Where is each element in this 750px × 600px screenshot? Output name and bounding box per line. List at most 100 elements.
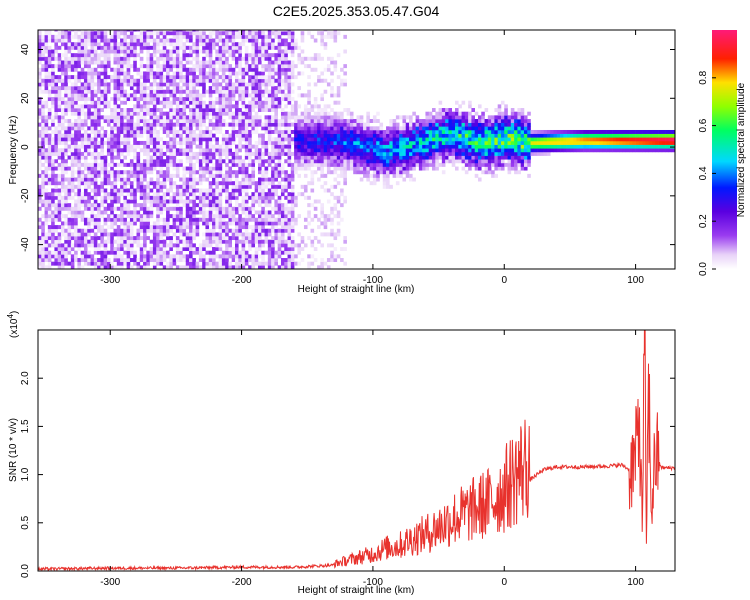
heatmap-cell	[97, 217, 101, 222]
heatmap-cell	[356, 126, 361, 131]
heatmap-cell	[235, 261, 239, 266]
heatmap-cell	[340, 119, 344, 123]
heatmap-cell	[97, 86, 101, 91]
heatmap-cell	[83, 177, 88, 182]
heatmap-cell	[261, 38, 265, 43]
heatmap-cell	[166, 214, 170, 219]
heatmap-cell	[156, 60, 160, 65]
heatmap-cell	[90, 67, 95, 72]
heatmap-cell	[143, 129, 147, 134]
heatmap-cell	[330, 217, 334, 222]
heatmap-cell	[205, 214, 210, 219]
heatmap-cell	[116, 265, 121, 269]
heatmap-cell	[67, 206, 72, 211]
heatmap-cell	[409, 166, 413, 171]
heatmap-cell	[271, 192, 275, 197]
heatmap-cell	[133, 64, 137, 69]
heatmap-cell	[244, 34, 249, 39]
heatmap-cell	[353, 170, 357, 175]
heatmap-cell	[156, 192, 160, 197]
heatmap-cell	[225, 232, 229, 237]
heatmap-cell	[57, 45, 62, 50]
heatmap-cell	[175, 30, 180, 32]
heatmap-cell	[221, 108, 226, 112]
heatmap-cell	[225, 177, 229, 182]
heatmap-cell	[366, 148, 370, 153]
heatmap-cell	[254, 258, 259, 262]
heatmap-cell	[51, 195, 55, 200]
heatmap-cell	[146, 151, 150, 156]
heatmap-cell	[310, 137, 315, 142]
heatmap-cell	[313, 199, 318, 204]
heatmap-cell	[149, 155, 154, 160]
heatmap-cell	[271, 258, 275, 262]
heatmap-cell	[218, 86, 223, 91]
heatmap-cell	[120, 126, 124, 131]
heatmap-cell	[215, 195, 219, 200]
heatmap-cell	[70, 162, 75, 167]
heatmap-cell	[123, 188, 127, 193]
heatmap-cell	[231, 206, 236, 211]
heatmap-cell	[113, 56, 118, 61]
heatmap-cell	[139, 45, 144, 50]
heatmap-cell	[215, 71, 219, 76]
heatmap-cell	[261, 261, 265, 266]
heatmap-cell	[330, 137, 334, 142]
heatmap-cell	[60, 177, 65, 182]
heatmap-cell	[248, 30, 252, 32]
heatmap-cell	[83, 49, 88, 54]
heatmap-cell	[280, 108, 285, 112]
heatmap-cell	[175, 239, 180, 244]
heatmap-cell	[267, 159, 272, 164]
heatmap-cell	[126, 144, 131, 149]
heatmap-cell	[152, 159, 157, 164]
heatmap-cell	[274, 236, 278, 241]
heatmap-cell	[412, 177, 416, 182]
heatmap-cell	[287, 258, 292, 262]
heatmap-cell	[159, 166, 164, 171]
heatmap-cell	[189, 254, 193, 259]
heatmap-cell	[41, 111, 45, 116]
heatmap-cell	[264, 159, 269, 164]
heatmap-cell	[149, 148, 154, 153]
heatmap-cell	[159, 181, 164, 186]
heatmap-cell	[97, 166, 101, 171]
heatmap-cell	[129, 236, 134, 241]
heatmap-cell	[238, 261, 242, 266]
heatmap-cell	[166, 122, 170, 127]
heatmap-cell	[251, 195, 256, 200]
heatmap-cell	[198, 67, 203, 72]
heatmap-cell	[67, 232, 72, 237]
heatmap-cell	[166, 228, 170, 233]
heatmap-cell	[386, 166, 390, 171]
heatmap-cell	[218, 38, 223, 43]
heatmap-cell	[317, 162, 321, 167]
heatmap-cell	[182, 247, 187, 252]
heatmap-cell	[87, 67, 91, 72]
heatmap-cell	[192, 247, 196, 252]
heatmap-cell	[280, 56, 285, 61]
heatmap-cell	[67, 45, 72, 50]
heatmap-cell	[264, 97, 269, 102]
heatmap-cell	[120, 173, 124, 178]
heatmap-cell	[51, 78, 55, 83]
heatmap-cell	[41, 232, 45, 237]
heatmap-cell	[277, 199, 282, 204]
heatmap-cell	[356, 137, 361, 142]
heatmap-cell	[169, 148, 173, 153]
heatmap-cell	[192, 64, 196, 69]
heatmap-cell	[189, 137, 193, 142]
heatmap-cell	[235, 108, 239, 112]
heatmap-cell	[280, 140, 285, 145]
heatmap-cell	[126, 151, 131, 156]
heatmap-cell	[212, 217, 216, 222]
heatmap-cell	[221, 53, 226, 58]
heatmap-cell	[290, 104, 295, 109]
heatmap-cell	[212, 64, 216, 69]
heatmap-cell	[143, 203, 147, 208]
heatmap-cell	[182, 89, 187, 94]
heatmap-cell	[156, 232, 160, 237]
heatmap-cell	[139, 64, 144, 69]
heatmap-cell	[336, 53, 341, 58]
heatmap-cell	[405, 151, 410, 156]
